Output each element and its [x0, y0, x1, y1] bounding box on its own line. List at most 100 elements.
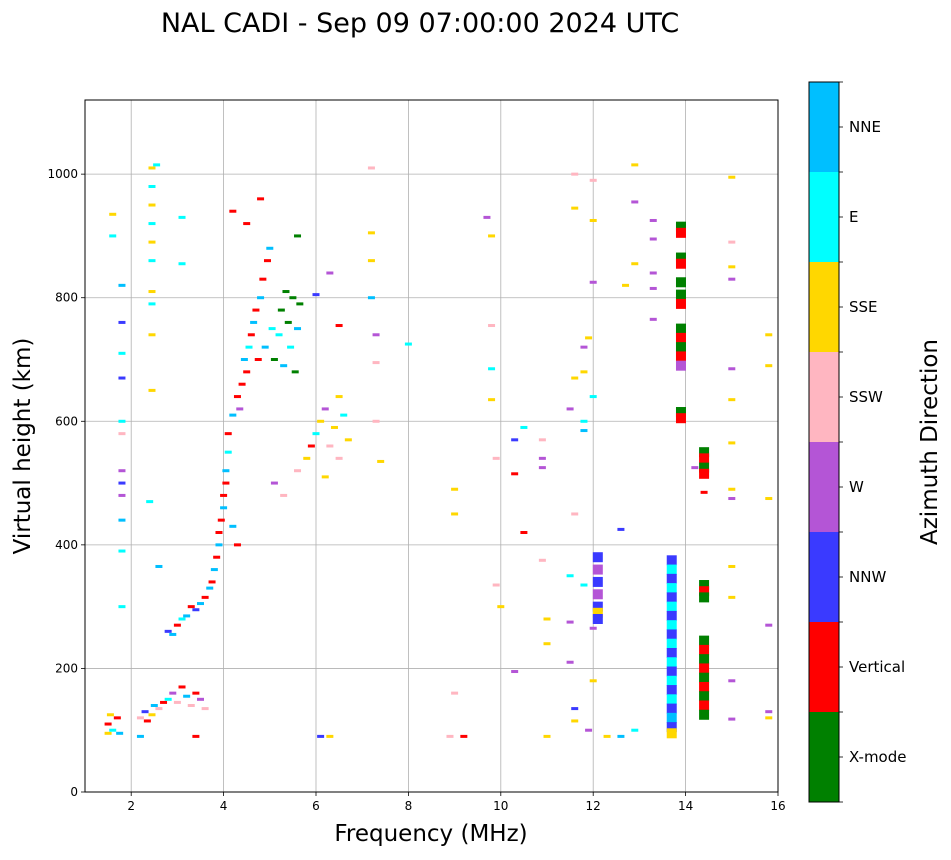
echo-point — [148, 222, 156, 226]
echo-point — [268, 327, 276, 331]
azimuth-colorbar: X-mode Vertical NNW W SSW SSE E NNE — [808, 81, 906, 803]
echo-point — [312, 432, 320, 436]
colorbar-swatch — [809, 532, 839, 622]
echo-point — [335, 395, 343, 399]
echo-point — [592, 552, 603, 563]
echo-point — [367, 296, 375, 300]
echo-point — [257, 197, 265, 201]
echo-point — [592, 589, 603, 600]
echo-point — [675, 252, 686, 263]
echo-point — [201, 707, 209, 711]
echo-point — [164, 697, 172, 701]
echo-point — [699, 468, 710, 479]
colorbar-tick-label: X-mode — [849, 748, 906, 766]
echo-point — [699, 580, 710, 591]
echo-point — [592, 564, 603, 575]
echo-point — [284, 320, 292, 324]
echo-point — [675, 221, 686, 232]
echo-point — [580, 583, 588, 587]
y-tick-label: 200 — [55, 661, 78, 675]
echo-point — [631, 163, 639, 167]
echo-point — [511, 472, 519, 476]
echo-point — [326, 734, 334, 738]
echo-point — [187, 704, 195, 707]
echo-point — [592, 614, 603, 624]
echo-point — [215, 543, 223, 547]
echo-point — [372, 419, 380, 423]
echo-point — [666, 703, 677, 714]
echo-point — [106, 713, 114, 717]
echo-point — [289, 296, 297, 300]
echo-point — [104, 731, 112, 735]
echo-point — [330, 425, 338, 429]
echo-point — [589, 178, 597, 182]
echo-point — [118, 419, 126, 423]
colorbar-tick-label: E — [849, 208, 858, 226]
echo-point — [155, 564, 163, 568]
echo-point — [282, 290, 290, 294]
echo-point — [109, 728, 117, 732]
echo-point — [178, 685, 186, 689]
echo-point — [222, 481, 230, 485]
echo-point — [666, 647, 677, 658]
echo-point — [592, 576, 603, 587]
echo-point — [263, 259, 271, 263]
echo-point — [270, 481, 278, 485]
echo-point — [178, 262, 186, 266]
echo-point — [728, 595, 736, 599]
echo-point — [220, 493, 228, 497]
echo-point — [160, 700, 168, 704]
echo-point — [280, 493, 288, 497]
echo-point — [580, 429, 588, 433]
echo-point — [492, 583, 500, 587]
echo-point — [728, 679, 736, 683]
echo-point — [520, 425, 528, 429]
echo-point — [699, 709, 710, 720]
echo-point — [765, 333, 773, 337]
echo-point — [765, 716, 773, 720]
echo-point — [675, 277, 686, 288]
echo-point — [367, 166, 375, 170]
echo-point — [699, 635, 710, 646]
echo-point — [148, 185, 156, 188]
echo-point — [238, 382, 246, 386]
colorbar-tick-label: SSE — [849, 298, 878, 316]
echo-point — [571, 376, 579, 380]
echo-point — [675, 323, 686, 334]
echo-point — [488, 324, 496, 328]
y-tick-label: 800 — [55, 291, 78, 305]
echo-point — [220, 506, 228, 510]
echo-point — [580, 345, 588, 349]
echo-point — [585, 336, 593, 340]
y-axis-ticks: 0 200 400 600 800 1000 — [47, 167, 85, 799]
echo-point — [488, 367, 496, 371]
echo-point — [169, 632, 177, 636]
echo-point — [728, 367, 736, 371]
y-tick-label: 400 — [55, 538, 78, 552]
echo-point — [104, 722, 112, 726]
echo-point — [148, 713, 156, 717]
echo-point — [451, 691, 459, 695]
echo-point — [765, 497, 773, 501]
echo-point — [728, 487, 736, 491]
colorbar-frame — [808, 81, 840, 803]
echo-point — [113, 716, 121, 720]
echo-point — [229, 413, 237, 417]
echo-point — [543, 642, 551, 646]
echo-point — [666, 555, 677, 566]
echo-point — [372, 361, 380, 365]
echo-point — [765, 364, 773, 368]
echo-point — [335, 456, 343, 460]
echo-point — [566, 660, 574, 664]
echo-point — [691, 466, 699, 470]
colorbar-swatch — [809, 262, 839, 352]
echo-point — [118, 351, 126, 355]
echo-point — [148, 203, 156, 207]
echo-point — [187, 605, 195, 609]
echo-point — [148, 388, 156, 392]
echo-point — [666, 728, 677, 739]
echo-point — [538, 438, 546, 442]
echo-point — [326, 271, 334, 275]
echo-point — [326, 444, 334, 448]
